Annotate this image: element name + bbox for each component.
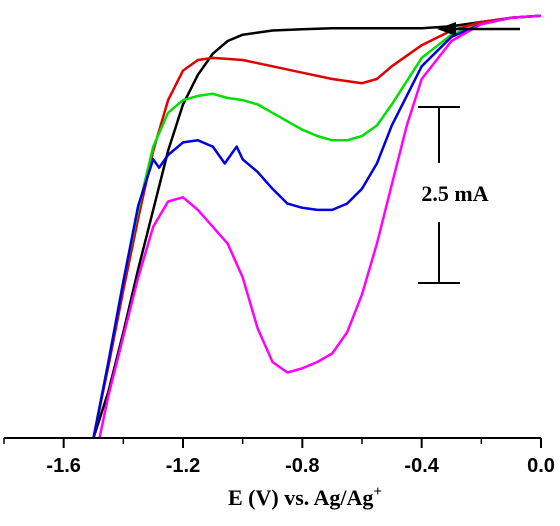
x-tick-label: -1.6: [46, 455, 80, 477]
plot-lines: [92, 14, 542, 439]
x-tick-label: 0.0: [527, 455, 555, 477]
x-axis-title-text: E (V) vs. Ag/Ag: [228, 485, 373, 510]
series-line-3: [92, 14, 542, 439]
series-line-2: [92, 14, 542, 439]
x-tick-label: -1.2: [166, 455, 200, 477]
scan-direction-arrow: [437, 22, 520, 36]
x-axis-title: E (V) vs. Ag/Ag+: [228, 484, 382, 510]
scale-bar-label: 2.5 mA: [421, 181, 488, 206]
series-line-4: [92, 14, 542, 439]
x-tick-label: -0.8: [285, 455, 319, 477]
x-tick-label: -0.4: [404, 455, 439, 477]
scan-arrow-head: [437, 22, 456, 36]
series-line-1: [92, 14, 542, 439]
x-ticks: [3, 438, 542, 448]
series-line-5: [98, 14, 542, 439]
scale-bar: 2.5 mA: [418, 106, 489, 284]
x-axis-title-superscript: +: [373, 484, 382, 500]
x-tick-labels: -1.6 -1.2 -0.8 -0.4 0.0: [46, 455, 554, 477]
